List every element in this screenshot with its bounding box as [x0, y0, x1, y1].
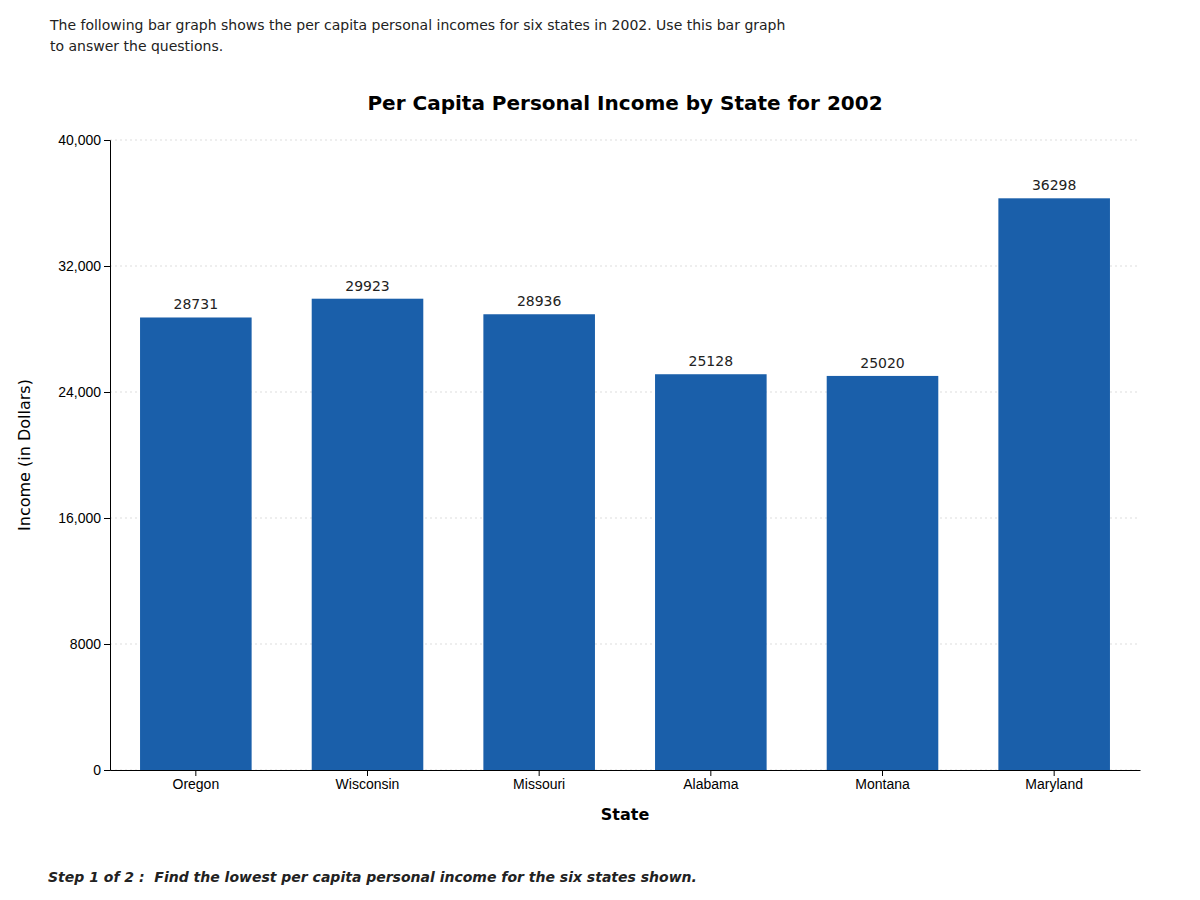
data-labels: 28731 29923 28936 25128 25020 36298	[174, 177, 1077, 371]
x-tick: Montana	[855, 770, 910, 792]
x-tick-label: Missouri	[513, 776, 565, 792]
y-tick: 16,000	[58, 510, 110, 526]
axis-line	[111, 770, 1141, 771]
bar	[998, 198, 1110, 770]
chart-title: Per Capita Personal Income by State for …	[367, 91, 882, 115]
grid-line	[110, 770, 1140, 771]
y-tick-label: 8000	[70, 636, 101, 652]
x-tick-label: Montana	[855, 776, 910, 792]
chart-container: The following bar graph shows the per ca…	[0, 0, 1200, 900]
data-label: 28731	[174, 296, 219, 312]
y-tick-mark	[104, 644, 110, 645]
grid-line	[110, 140, 1140, 141]
y-tick-label: 32,000	[58, 258, 101, 274]
y-tick: 24,000	[58, 384, 110, 400]
footer-text: Step 1 of 2 : Find the lowest per capita…	[48, 869, 697, 885]
bars	[140, 198, 1110, 770]
y-tick: 40,000	[58, 132, 110, 148]
chart-svg: The following bar graph shows the per ca…	[0, 0, 1200, 900]
x-tick: Oregon	[172, 770, 219, 792]
y-tick-label: 40,000	[58, 132, 101, 148]
y-tick: 0	[93, 762, 110, 778]
y-tick-label: 16,000	[58, 510, 101, 526]
y-tick: 8000	[70, 636, 110, 652]
x-tick: Wisconsin	[336, 770, 400, 792]
y-tick: 32,000	[58, 258, 110, 274]
bar	[827, 376, 939, 770]
x-axis: Oregon Wisconsin Missouri Alabama Montana Mar…	[111, 770, 1141, 792]
x-tick-label: Alabama	[683, 776, 738, 792]
data-label: 36298	[1032, 177, 1077, 193]
bar	[312, 299, 424, 770]
x-axis-title: State	[601, 805, 650, 824]
axis-line	[104, 141, 111, 771]
y-tick-mark	[104, 266, 110, 267]
y-tick-mark	[104, 518, 110, 519]
plot-area: 28731 29923 28936 25128 25020 36298 Oregon Wisc…	[15, 132, 1141, 824]
header-text: The following bar graph shows the per ca…	[49, 17, 785, 54]
data-label: 29923	[345, 278, 390, 294]
header-line: to answer the questions.	[50, 38, 223, 54]
y-tick-mark	[104, 392, 110, 393]
bar	[483, 314, 595, 770]
grid	[110, 140, 1140, 770]
data-label: 28936	[517, 293, 562, 309]
y-tick-mark	[104, 140, 110, 141]
x-tick-label: Oregon	[172, 776, 219, 792]
y-tick-label: 24,000	[58, 384, 101, 400]
x-tick-label: Maryland	[1025, 776, 1083, 792]
y-axis-title: Income (in Dollars)	[15, 379, 34, 531]
y-tick-mark	[104, 770, 110, 771]
y-tick-label: 0	[93, 762, 101, 778]
grid-line	[110, 266, 1140, 267]
grid-line	[110, 644, 1140, 645]
x-tick-label: Wisconsin	[336, 776, 400, 792]
bar	[655, 374, 767, 770]
x-tick: Missouri	[513, 770, 565, 792]
x-tick: Maryland	[1025, 770, 1083, 792]
grid-line	[110, 518, 1140, 519]
bar	[140, 317, 252, 770]
x-tick: Alabama	[683, 770, 738, 792]
grid-line	[110, 392, 1140, 393]
y-axis: 0 8000 16,000 24,000 32,000 40,000	[58, 132, 110, 778]
data-label: 25020	[860, 355, 905, 371]
header-line: The following bar graph shows the per ca…	[49, 17, 785, 33]
data-label: 25128	[689, 353, 734, 369]
